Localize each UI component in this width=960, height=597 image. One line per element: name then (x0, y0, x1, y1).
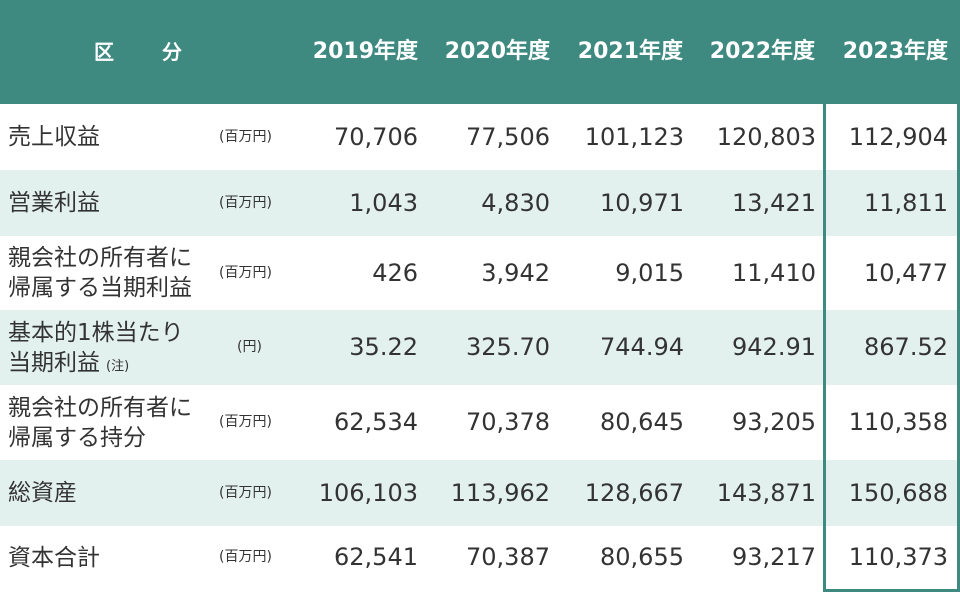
value-cell: 93,205 (732, 408, 816, 436)
value-cell: 106,103 (318, 479, 418, 507)
row-label: 親会社の所有者に 帰属する当期利益 (8, 243, 192, 303)
row-label: 売上収益 (8, 122, 100, 152)
value-cell: 128,667 (584, 479, 684, 507)
row-label-line: 当期利益 (注) (8, 350, 130, 376)
value-cell: 1,043 (349, 189, 418, 217)
table-row: 資本合計 (百万円) 62,541 70,387 80,655 93,217 110,373 (0, 526, 960, 589)
header-year: 2022年度 (709, 39, 815, 64)
header-year: 2020年度 (444, 39, 550, 64)
value-cell: 143,871 (716, 479, 816, 507)
header-category-label: 区 分 (94, 40, 196, 64)
value-cell: 942.91 (732, 333, 816, 361)
row-unit: (百万円) (219, 129, 272, 145)
header-year: 2021年度 (577, 39, 683, 64)
value-cell: 3,942 (481, 259, 550, 287)
value-cell: 11,410 (732, 259, 816, 287)
row-label-line: 帰属する持分 (8, 425, 146, 451)
value-cell: 4,830 (481, 189, 550, 217)
row-unit: (百万円) (219, 549, 272, 565)
value-cell: 112,904 (848, 123, 948, 151)
value-cell: 13,421 (732, 189, 816, 217)
value-cell: 9,015 (615, 259, 684, 287)
value-cell: 70,378 (466, 408, 550, 436)
table-header: 区 分 2019年度 2020年度 2021年度 2022年度 2023年度 (0, 0, 960, 104)
value-cell: 120,803 (716, 123, 816, 151)
row-label-line: 営業利益 (8, 190, 100, 216)
row-label-line: 基本的1株当たり (8, 320, 184, 346)
row-unit: (円) (237, 339, 262, 355)
row-label: 親会社の所有者に 帰属する持分 (8, 393, 192, 453)
row-unit: (百万円) (219, 485, 272, 501)
value-cell: 80,655 (600, 543, 684, 571)
value-cell: 70,387 (466, 543, 550, 571)
value-cell: 110,358 (848, 408, 948, 436)
row-label: 総資産 (8, 478, 77, 508)
value-cell: 62,541 (334, 543, 418, 571)
value-cell: 150,688 (848, 479, 948, 507)
value-cell: 62,534 (334, 408, 418, 436)
row-label: 基本的1株当たり 当期利益 (注) (8, 318, 184, 382)
table-row: 親会社の所有者に 帰属する持分 (百万円) 62,534 70,378 80,645 93,… (0, 385, 960, 460)
value-cell: 93,217 (732, 543, 816, 571)
row-label: 資本合計 (8, 543, 100, 573)
table-row: 基本的1株当たり 当期利益 (注) (円) 35.22 325.70 744.94 942.9… (0, 310, 960, 385)
value-cell: 10,971 (600, 189, 684, 217)
row-label-line: 資本合計 (8, 545, 100, 571)
table-row: 営業利益 (百万円) 1,043 4,830 10,971 13,421 11,811 (0, 170, 960, 236)
value-cell: 426 (372, 259, 418, 287)
row-note: (注) (106, 359, 130, 374)
value-cell: 101,123 (584, 123, 684, 151)
header-year: 2023年度 (842, 39, 948, 64)
value-cell: 10,477 (864, 259, 948, 287)
value-cell: 11,811 (864, 189, 948, 217)
row-label-line: 売上収益 (8, 124, 100, 150)
row-label-line: 総資産 (8, 480, 77, 506)
row-label: 営業利益 (8, 188, 100, 218)
row-label-line: 親会社の所有者に (8, 395, 192, 421)
value-cell: 325.70 (466, 333, 550, 361)
table-row: 総資産 (百万円) 106,103 113,962 128,667 143,871 150,… (0, 460, 960, 526)
row-unit: (百万円) (219, 414, 272, 430)
value-cell: 70,706 (334, 123, 418, 151)
row-label-line: 帰属する当期利益 (8, 275, 192, 301)
row-label-line: 親会社の所有者に (8, 245, 192, 271)
value-cell: 744.94 (600, 333, 684, 361)
row-unit: (百万円) (219, 265, 272, 281)
value-cell: 35.22 (349, 333, 418, 361)
value-cell: 110,373 (848, 543, 948, 571)
table-row: 売上収益 (百万円) 70,706 77,506 101,123 120,803 112,9… (0, 104, 960, 170)
row-unit: (百万円) (219, 195, 272, 211)
value-cell: 867.52 (864, 333, 948, 361)
header-year: 2019年度 (312, 39, 418, 64)
value-cell: 113,962 (450, 479, 550, 507)
table-row: 親会社の所有者に 帰属する当期利益 (百万円) 426 3,942 9,015 11,410… (0, 236, 960, 310)
value-cell: 77,506 (466, 123, 550, 151)
value-cell: 80,645 (600, 408, 684, 436)
